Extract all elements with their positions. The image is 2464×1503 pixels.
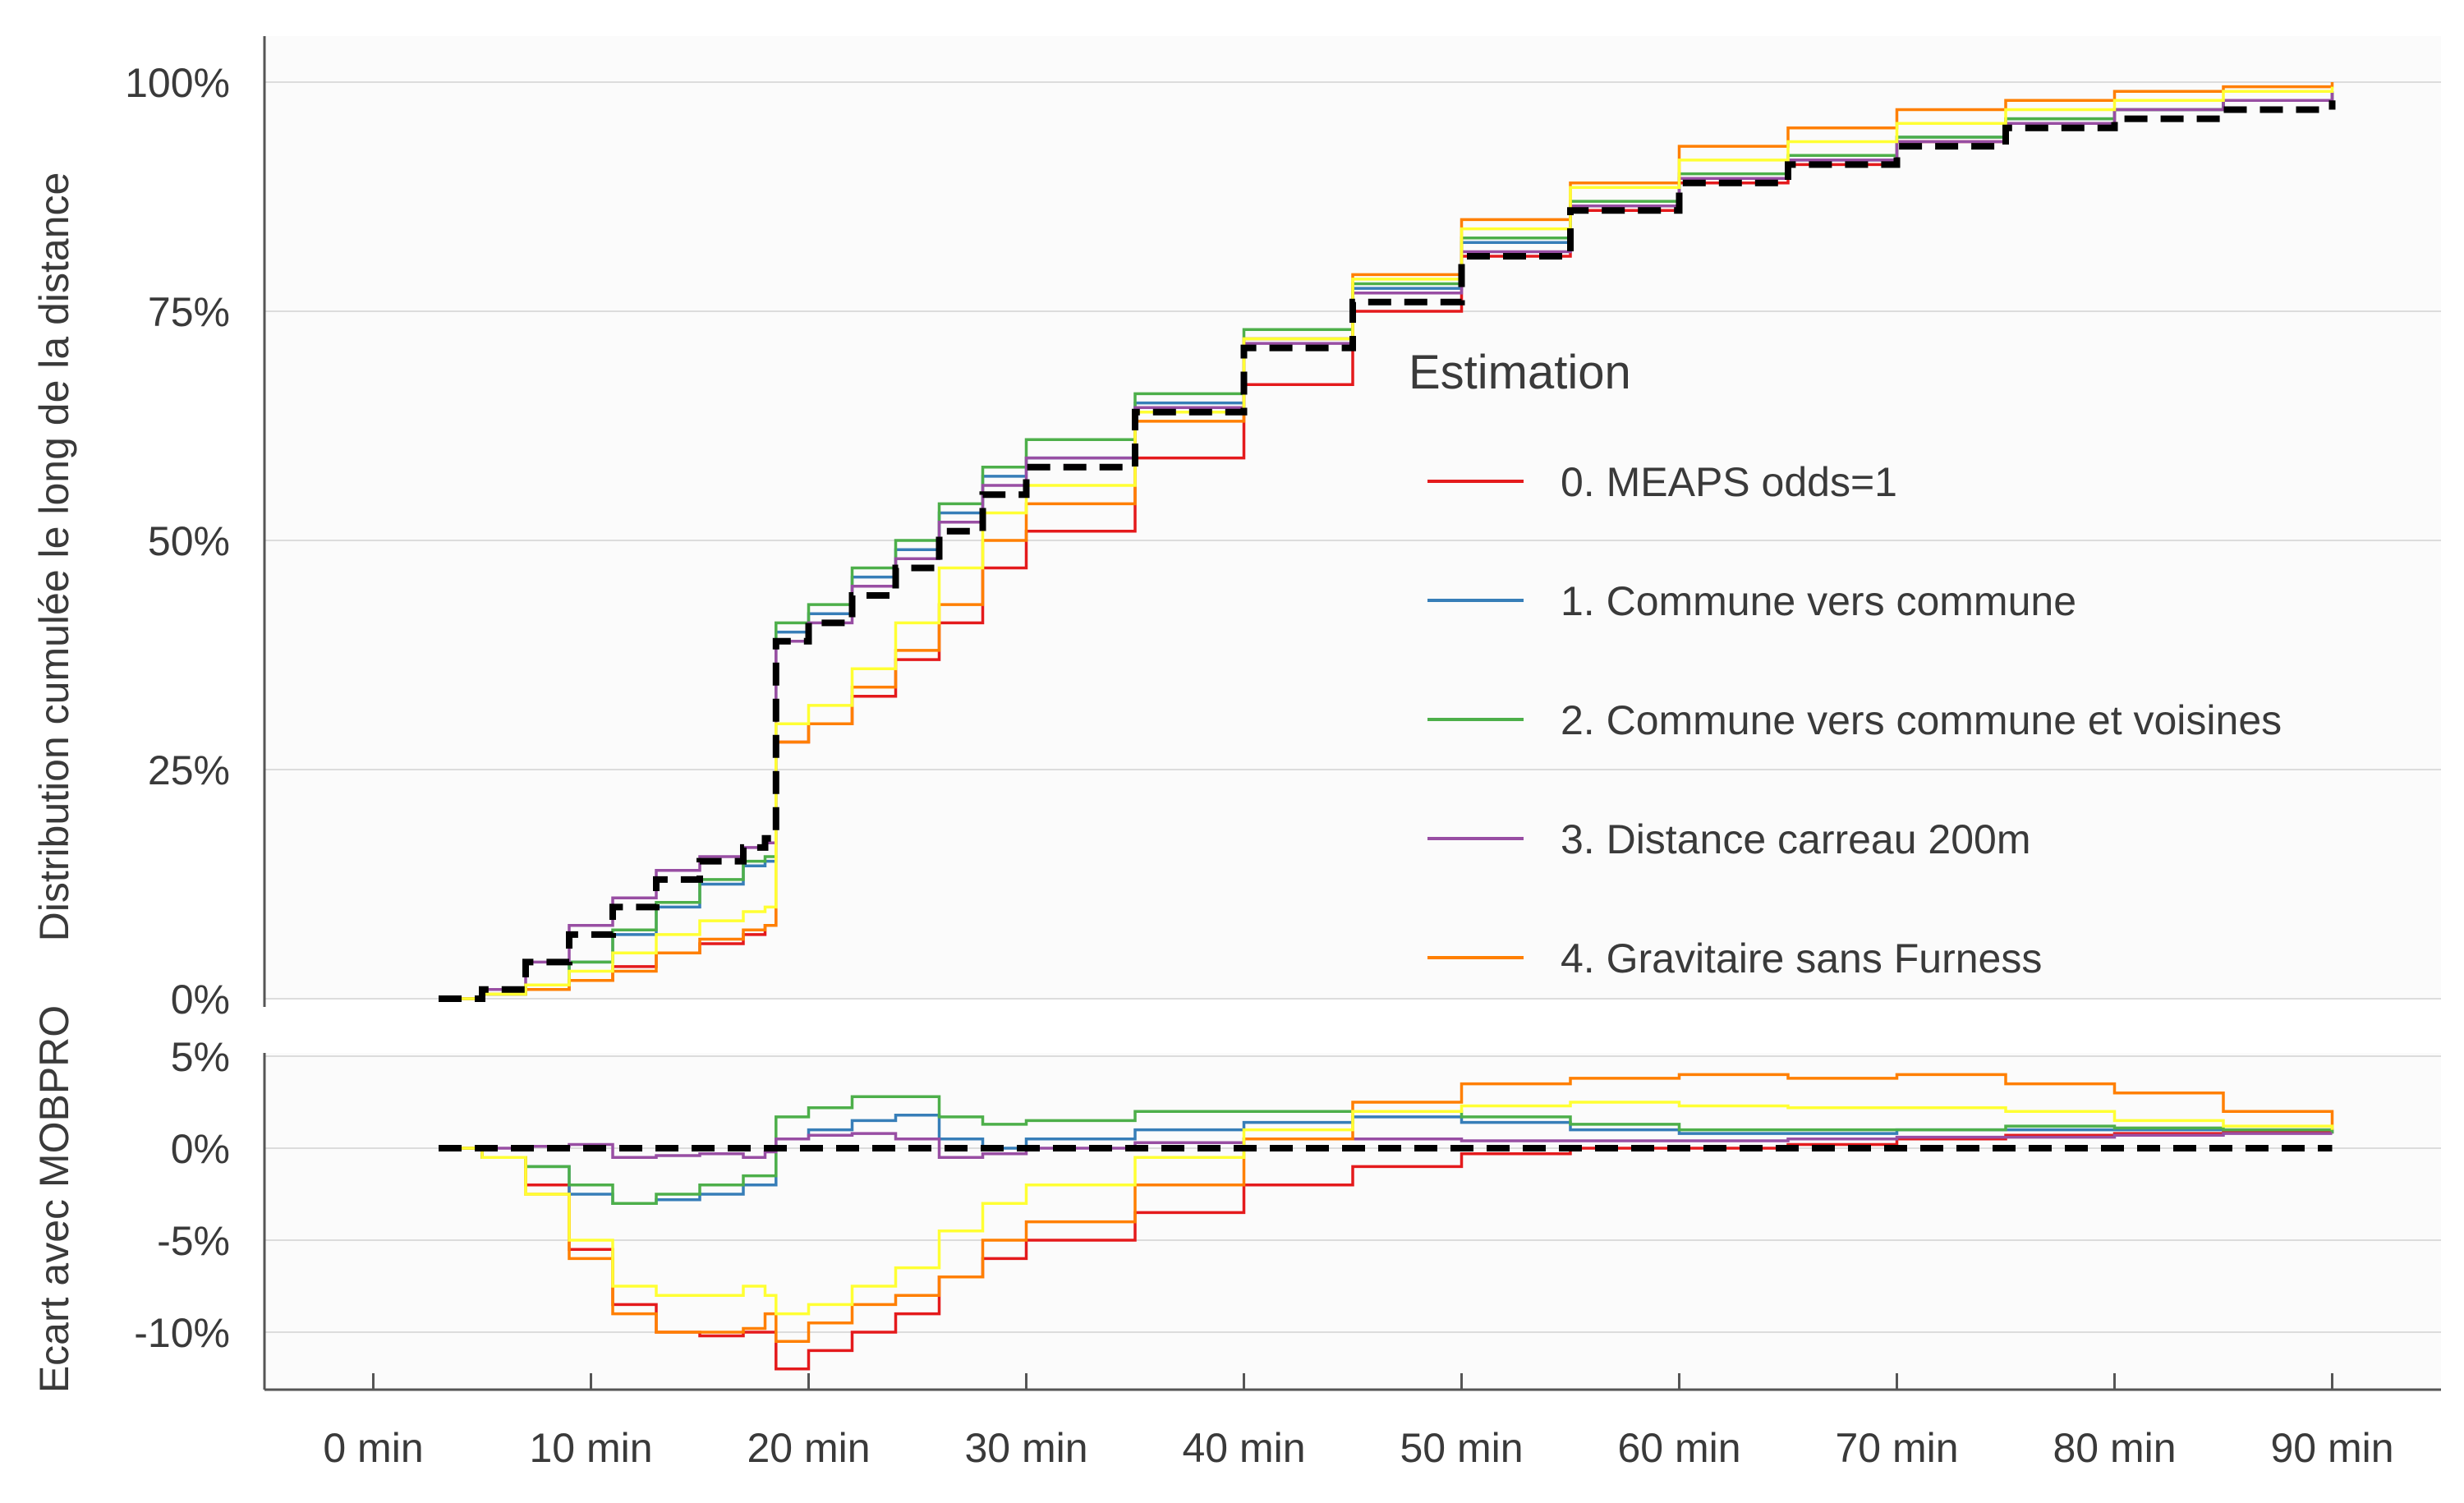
y-tick-label: 25% bbox=[148, 747, 230, 793]
y-tick-label: 100% bbox=[125, 60, 230, 106]
series-line-gap-2 bbox=[439, 1095, 2334, 1205]
y-tick-label: 75% bbox=[148, 289, 230, 335]
series-line-gap-4 bbox=[439, 1073, 2334, 1343]
x-tick-label: 30 min bbox=[964, 1425, 1087, 1471]
y-tick-label: 5% bbox=[171, 1034, 230, 1080]
x-tick-label: 70 min bbox=[1835, 1425, 1958, 1471]
legend-title: Estimation bbox=[1409, 346, 1631, 399]
y-tick-label: -5% bbox=[157, 1218, 230, 1264]
legend-entry: 2. Commune vers commune et voisines bbox=[1561, 697, 2282, 743]
axes-layer bbox=[263, 36, 2441, 1391]
legend-entry: 4. Gravitaire sans Furness bbox=[1561, 935, 2042, 981]
legend-entry: 1. Commune vers commune bbox=[1561, 578, 2076, 624]
series-line-gap-3 bbox=[439, 1132, 2333, 1159]
x-tick-label: 50 min bbox=[1400, 1425, 1523, 1471]
legend: Estimation 0. MEAPS odds=1 1. Commune ver… bbox=[1409, 346, 2282, 981]
lines-layer bbox=[439, 82, 2336, 1371]
x-tick-label: 90 min bbox=[2270, 1425, 2393, 1471]
x-tick-label: 10 min bbox=[529, 1425, 652, 1471]
series-line-gap-5 bbox=[439, 1101, 2334, 1316]
y-axis-label-bottom: Ecart avec MOBPRO bbox=[31, 1005, 77, 1393]
y-axis-label-top: Distribution cumulée le long de la dista… bbox=[31, 172, 77, 942]
series-line-cumulative-5 bbox=[439, 86, 2334, 1000]
y-tick-label: 50% bbox=[148, 518, 230, 564]
x-tick-label: 40 min bbox=[1182, 1425, 1305, 1471]
reference-line-cumulative bbox=[439, 100, 2336, 1002]
x-tick-label: 60 min bbox=[1617, 1425, 1740, 1471]
y-tick-label: 0% bbox=[171, 977, 230, 1023]
y-tick-label: 0% bbox=[171, 1126, 230, 1172]
legend-entry: 3. Distance carreau 200m bbox=[1561, 816, 2031, 862]
x-tick-label: 20 min bbox=[747, 1425, 870, 1471]
x-tick-label: 80 min bbox=[2053, 1425, 2176, 1471]
x-tick-label: 0 min bbox=[323, 1425, 423, 1471]
panel-top-background bbox=[264, 36, 2441, 998]
labels-layer: 0% 25% 50% 75% 100% 5% 0% -5% -10% 0 min 10 min 20 … bbox=[125, 60, 2393, 1471]
legend-entry: 0. MEAPS odds=1 bbox=[1561, 459, 1897, 505]
y-tick-label: -10% bbox=[134, 1310, 230, 1356]
